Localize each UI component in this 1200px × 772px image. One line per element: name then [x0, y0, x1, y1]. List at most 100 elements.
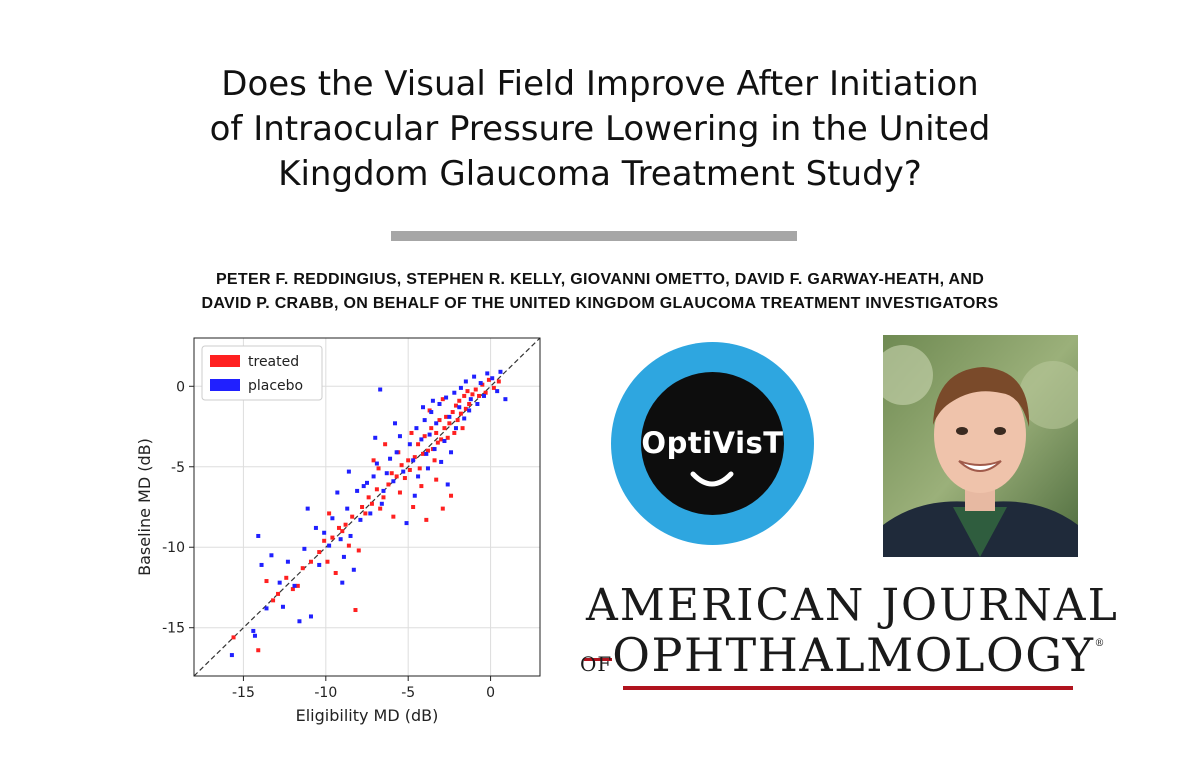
- data-point-treated: [477, 393, 482, 398]
- data-point-treated: [439, 437, 444, 442]
- data-point-placebo: [394, 450, 399, 455]
- optivist-logo: OptiVisT: [611, 342, 814, 545]
- paper-title: Does the Visual Field Improve After Init…: [100, 62, 1100, 197]
- data-point-placebo: [327, 543, 332, 548]
- data-point-placebo: [269, 553, 274, 558]
- data-point-treated: [419, 484, 424, 489]
- x-tick-label: -5: [401, 685, 415, 701]
- data-point-placebo: [338, 537, 343, 542]
- plot-frame: [193, 337, 541, 677]
- data-point-treated: [491, 385, 496, 390]
- data-point-treated: [445, 435, 450, 440]
- x-axis-label: Eligibility MD (dB): [296, 706, 439, 725]
- data-point-placebo: [462, 416, 467, 421]
- data-point-placebo: [341, 554, 346, 559]
- data-point-placebo: [365, 480, 369, 485]
- data-point-placebo: [305, 506, 310, 511]
- data-point-treated: [473, 387, 478, 392]
- data-point-treated: [467, 401, 472, 406]
- data-point-placebo: [472, 374, 477, 379]
- data-point-treated: [444, 414, 449, 419]
- data-point-treated: [383, 442, 388, 447]
- data-point-placebo: [478, 381, 483, 386]
- data-point-treated: [397, 490, 402, 495]
- data-point-placebo: [373, 435, 378, 440]
- data-point-treated: [271, 598, 276, 603]
- data-point-treated: [389, 471, 394, 476]
- legend-label-treated: treated: [248, 354, 299, 370]
- data-point-treated: [483, 390, 488, 395]
- journal-ophthalmology: OPHTHALMOLOGY: [612, 628, 1095, 682]
- data-point-treated: [295, 583, 300, 588]
- data-point-treated: [231, 635, 236, 640]
- data-point-placebo: [346, 469, 351, 474]
- data-point-placebo: [427, 432, 432, 437]
- data-point-placebo: [490, 376, 495, 381]
- data-point-placebo: [388, 456, 393, 461]
- y-axis-label: Baseline MD (dB): [135, 438, 154, 576]
- data-point-treated: [284, 575, 289, 580]
- data-point-treated: [421, 451, 426, 456]
- data-point-placebo: [447, 414, 452, 419]
- data-point-placebo: [401, 469, 406, 474]
- data-point-placebo: [345, 506, 350, 511]
- journal-accent-short: [584, 658, 612, 661]
- data-point-placebo: [419, 437, 424, 442]
- y-tick-label: 0: [176, 379, 185, 395]
- data-point-placebo: [442, 439, 447, 444]
- data-point-treated: [325, 559, 330, 564]
- data-point-treated: [406, 458, 411, 463]
- data-point-placebo: [391, 479, 396, 484]
- data-point-placebo: [397, 434, 402, 439]
- data-point-treated: [360, 505, 365, 509]
- data-point-treated: [440, 506, 445, 511]
- data-point-placebo: [358, 517, 363, 522]
- data-point-treated: [371, 458, 376, 463]
- data-point-treated: [407, 467, 412, 472]
- journal-accent-line: [623, 686, 1073, 690]
- data-point-placebo: [434, 421, 439, 426]
- x-tick-label: -15: [232, 685, 255, 701]
- data-point-placebo: [445, 482, 450, 487]
- data-point-placebo: [340, 580, 345, 585]
- logo-center: [641, 372, 784, 515]
- author-list: PETER F. REDDINGIUS, STEPHEN R. KELLY, G…: [60, 268, 1140, 316]
- data-point-placebo: [430, 398, 435, 403]
- data-point-treated: [486, 377, 491, 382]
- title-divider: [391, 231, 797, 241]
- data-point-placebo: [351, 567, 356, 572]
- data-point-treated: [453, 403, 458, 408]
- smile-icon: [690, 471, 734, 487]
- data-point-treated: [437, 418, 442, 423]
- data-point-treated: [455, 418, 460, 423]
- data-point-placebo: [452, 390, 457, 395]
- data-point-placebo: [416, 474, 421, 479]
- data-point-treated: [434, 477, 439, 482]
- data-point-treated: [432, 458, 437, 463]
- journal-name-line-1: AMERICAN JOURNAL: [586, 580, 1119, 631]
- data-point-placebo: [421, 405, 426, 410]
- data-point-treated: [346, 543, 351, 548]
- authors-line-2: DAVID P. CRABB, ON BEHALF OF THE UNITED …: [201, 295, 999, 312]
- data-point-treated: [399, 463, 404, 468]
- data-point-treated: [322, 538, 327, 543]
- x-tick-label: -10: [314, 685, 337, 701]
- data-point-placebo: [384, 471, 389, 476]
- data-point-treated: [425, 448, 430, 453]
- data-point-treated: [458, 411, 463, 416]
- scatter-chart: -15 -10 -5 0 -15 -10 -5 0 Eligibility MD (dB) Bas…: [135, 337, 541, 725]
- data-point-placebo: [374, 461, 379, 466]
- data-point-placebo: [393, 421, 398, 426]
- data-point-placebo: [439, 459, 444, 464]
- data-point-treated: [300, 566, 305, 571]
- data-point-treated: [412, 455, 417, 460]
- data-point-treated: [343, 522, 348, 527]
- title-line-3: Kingdom Glaucoma Treatment Study?: [278, 154, 922, 194]
- data-point-placebo: [412, 493, 417, 498]
- data-point-treated: [409, 430, 414, 435]
- data-point-placebo: [297, 619, 302, 624]
- data-point-placebo: [371, 474, 376, 479]
- data-point-placebo: [292, 583, 297, 588]
- data-point-placebo: [285, 559, 290, 564]
- data-point-treated: [462, 393, 467, 398]
